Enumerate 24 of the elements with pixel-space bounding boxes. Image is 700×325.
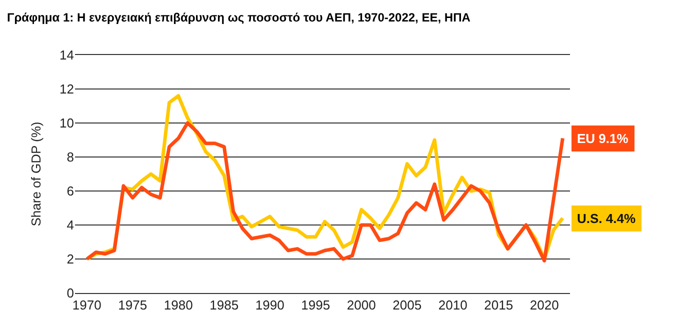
x-tick-label: 1975 xyxy=(118,298,148,313)
y-tick-label: 10 xyxy=(60,116,74,131)
x-tick-label: 1970 xyxy=(72,298,102,313)
x-tick-label: 1985 xyxy=(210,298,239,313)
y-tick-label: 8 xyxy=(66,150,74,165)
y-axis-title: Share of GDP (%) xyxy=(28,122,44,226)
y-tick-label: 6 xyxy=(66,184,74,199)
line-series xyxy=(85,121,564,262)
y-tick-label: 12 xyxy=(60,82,74,97)
y-tick-label: 4 xyxy=(66,218,74,233)
x-tick-label: 1990 xyxy=(255,298,284,313)
x-tick-label: 2010 xyxy=(438,298,468,313)
x-tick-label: 2015 xyxy=(484,298,514,313)
annotation: U.S. 4.4% xyxy=(577,211,636,226)
y-tick-label: 0 xyxy=(66,286,74,301)
annotation: EU 9.1% xyxy=(577,131,629,146)
chart-title: Γράφημα 1: Η ενεργειακή επιβάρυνση ως ποσοστό του ΑΕΠ, 1970-2022, ΕΕ, ΗΠΑ xyxy=(7,10,471,24)
x-tick-label: 2020 xyxy=(530,298,559,313)
y-tick-label: 14 xyxy=(60,48,74,63)
x-tick-label: 1980 xyxy=(164,298,193,313)
y-tick-label: 2 xyxy=(66,252,74,267)
x-tick-label: 2000 xyxy=(346,298,376,313)
x-tick-label: 1995 xyxy=(301,298,330,313)
x-tick-label: 2005 xyxy=(392,298,422,313)
